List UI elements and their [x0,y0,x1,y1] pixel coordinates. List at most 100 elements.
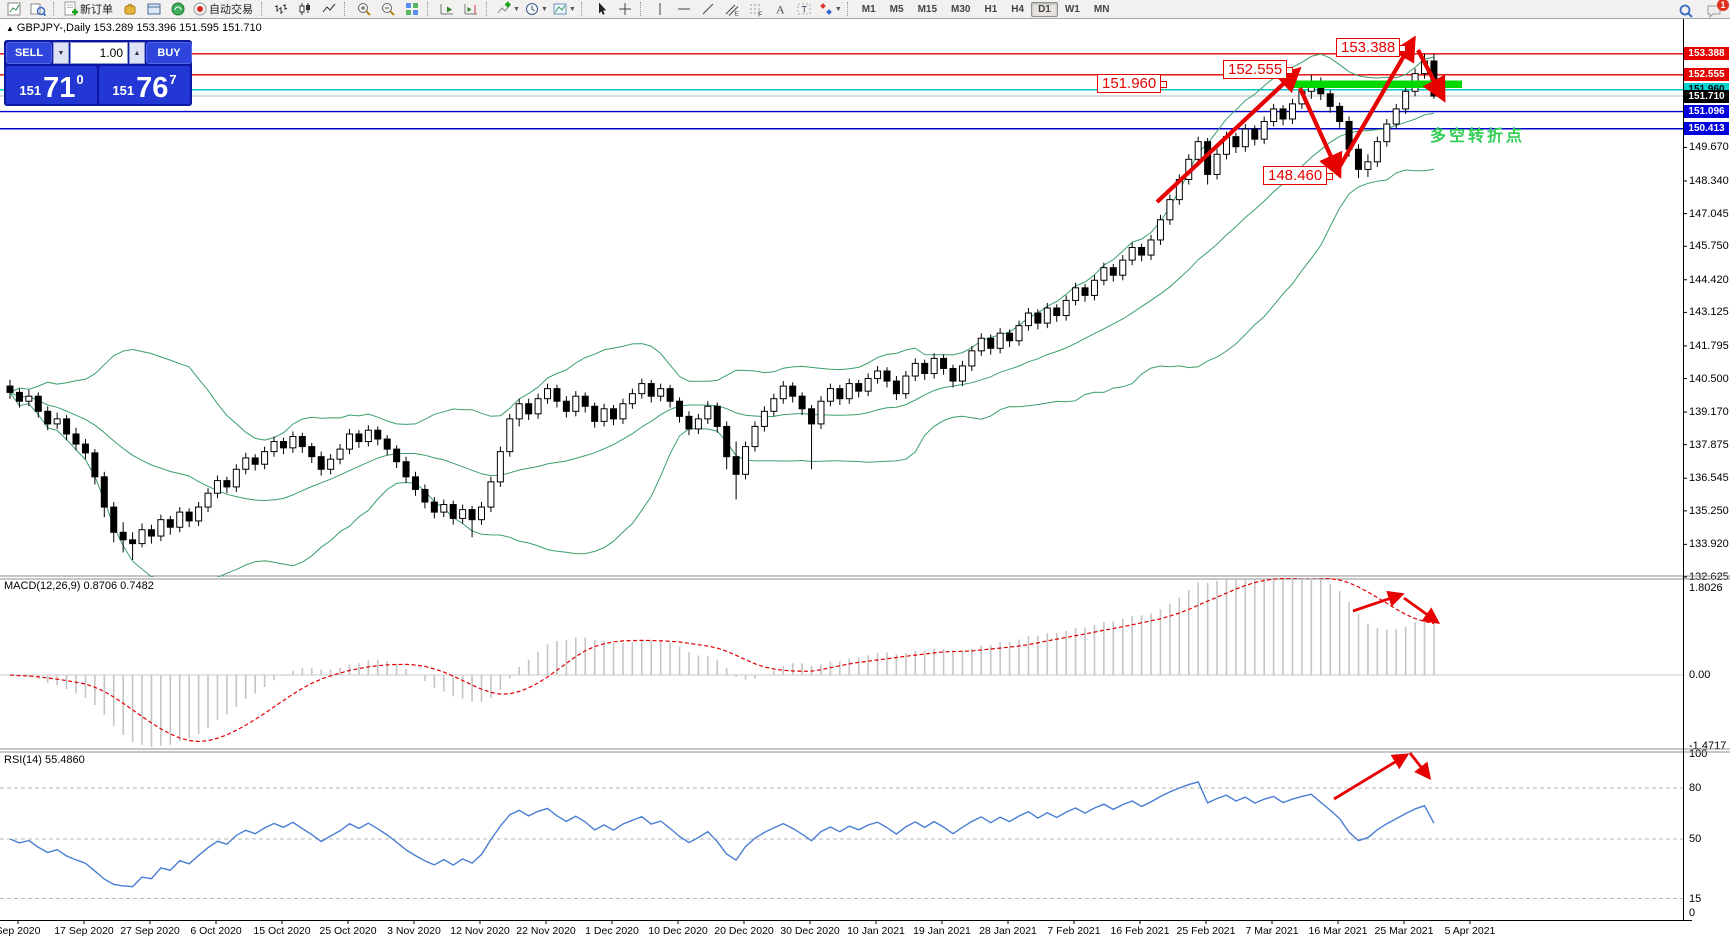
tile-windows-button[interactable] [400,0,424,19]
crosshair-icon [618,3,631,15]
price-tick-label: 148.340 [1689,174,1729,187]
text-label-button[interactable]: T [792,0,816,19]
crosshair-button[interactable] [613,0,637,19]
notification-badge: 1 [1717,0,1729,11]
date-tick-label: 3 Nov 2020 [387,925,441,937]
navigator-button[interactable] [166,0,190,19]
price-tick-label: 135.250 [1689,504,1729,517]
price-tick-label: 144.420 [1689,273,1729,286]
indicators-icon [497,1,511,14]
date-tick-label: 7 Mar 2021 [1245,925,1299,937]
date-tick-label: 16 Mar 2021 [1308,925,1368,937]
zoom-in-icon [358,3,371,16]
periods-icon [525,3,538,15]
chart-shift-button[interactable] [459,0,483,19]
bollinger-bands [9,53,1434,577]
timeframe-d1-button[interactable]: D1 [1031,1,1058,17]
price-callout-151.960[interactable]: 151.960 [1097,74,1168,93]
text-button[interactable]: A [768,0,792,19]
vertical-line-button[interactable] [648,0,672,19]
macd-axis-label: 0.00 [1689,669,1711,681]
new-order-icon [64,1,78,16]
auto-scroll-icon [440,4,453,15]
date-tick-label: 15 Oct 2020 [253,925,311,937]
candle-type-button[interactable] [293,0,317,19]
line-type-button[interactable] [317,0,341,19]
price-callout-152.555[interactable]: 152.555 [1223,60,1294,79]
price-tick-label: 145.750 [1689,240,1729,253]
toolbar-separator [846,2,852,16]
toolbar: 新订单 自动交易 ▼ ▼ ▼ E F A T ▼ M1 M5 M15 M30 H1 H4 D1 W1 MN 1 [0,0,1730,19]
symbol-header: ▲ GBPJPY-,Daily 153.289 153.396 151.595 1… [6,22,262,34]
timeframe-m5-button[interactable]: M5 [889,3,904,15]
templates-button[interactable]: ▼ [550,0,578,19]
cursor-button[interactable] [589,0,613,19]
profiles-button[interactable] [26,0,50,19]
profiles-icon [30,3,46,17]
autotrading-icon [193,2,207,16]
channel-button[interactable]: E [720,0,744,19]
rsi-line [9,781,1435,888]
date-tick-label: 25 Oct 2020 [319,925,377,937]
rsi-axis-label: 100 [1689,748,1708,760]
buy-button[interactable]: BUY [146,42,192,64]
toolbar-separator [580,2,586,16]
timeframe-w1-button[interactable]: W1 [1064,3,1080,15]
volume-decrease-button[interactable]: ▼ [53,42,69,64]
auto-scroll-button[interactable] [435,0,459,19]
date-tick-label: 20 Dec 2020 [714,925,774,937]
new-chart-button[interactable] [2,0,26,19]
timeframe-m30-button[interactable]: M30 [951,3,971,15]
trendline-button[interactable] [696,0,720,19]
sell-price-display[interactable]: 151 71 0 [6,66,97,104]
zoom-in-button[interactable] [352,0,376,19]
timeframe-m15-button[interactable]: M15 [917,3,938,15]
support-zone-bar[interactable] [1293,80,1462,89]
svg-text:T: T [801,5,807,15]
chart-note-text[interactable]: 多空转折点 [1430,128,1526,145]
text-label-icon: T [797,3,811,15]
chart-background[interactable] [0,19,1730,941]
price-callout-148.460[interactable]: 148.460 [1263,166,1334,185]
search-button[interactable] [1674,1,1698,20]
timeframe-h1-button[interactable]: H1 [984,3,998,15]
macd-signal-line [9,578,1435,743]
data-window-button[interactable] [142,0,166,19]
data-window-icon [147,3,161,15]
bar-type-button[interactable] [269,0,293,19]
market-watch-button[interactable] [118,0,142,19]
macd-indicator-title: MACD(12,26,9) 0.8706 0.7482 [4,580,154,592]
price-tag-152.555: 152.555 [1684,68,1729,82]
candle-type-icon [299,3,310,15]
macd-trend-arrows [1352,590,1441,624]
timeframe-h4-button[interactable]: H4 [1011,3,1025,15]
fibonacci-button[interactable]: F [744,0,768,19]
date-tick-label: 5 Apr 2021 [1444,925,1496,937]
horizontal-line-button[interactable] [672,0,696,19]
timeframe-m1-button[interactable]: M1 [861,3,876,15]
volume-increase-button[interactable]: ▲ [129,42,145,64]
arrows-tool-button[interactable]: ▼ [816,0,844,19]
notifications-button[interactable]: 1 [1702,0,1729,20]
price-tag-151.096: 151.096 [1684,105,1729,119]
volume-input[interactable] [70,42,128,64]
buy-price-display[interactable]: 151 76 7 [99,66,190,104]
svg-text:F: F [758,12,762,18]
buy-price-point: 7 [169,72,177,87]
horizontal-line-icon [677,8,690,10]
price-tick-label: 140.500 [1689,372,1729,385]
zoom-out-button[interactable] [376,0,400,19]
timeframe-mn-button[interactable]: MN [1093,3,1110,15]
periods-button[interactable]: ▼ [522,0,550,19]
date-tick-label: 27 Sep 2020 [120,925,180,937]
indicators-button[interactable]: ▼ [494,0,522,19]
new-order-button[interactable]: 新订单 [61,0,118,19]
collapse-panel-icon[interactable]: ▲ [6,24,14,33]
price-callout-153.388[interactable]: 153.388 [1336,38,1407,57]
sell-button[interactable]: SELL [6,42,52,64]
vertical-line-icon [659,3,661,15]
text-icon: A [776,3,785,17]
autotrading-button[interactable]: 自动交易 [190,0,258,19]
toolbar-separator [261,2,266,16]
